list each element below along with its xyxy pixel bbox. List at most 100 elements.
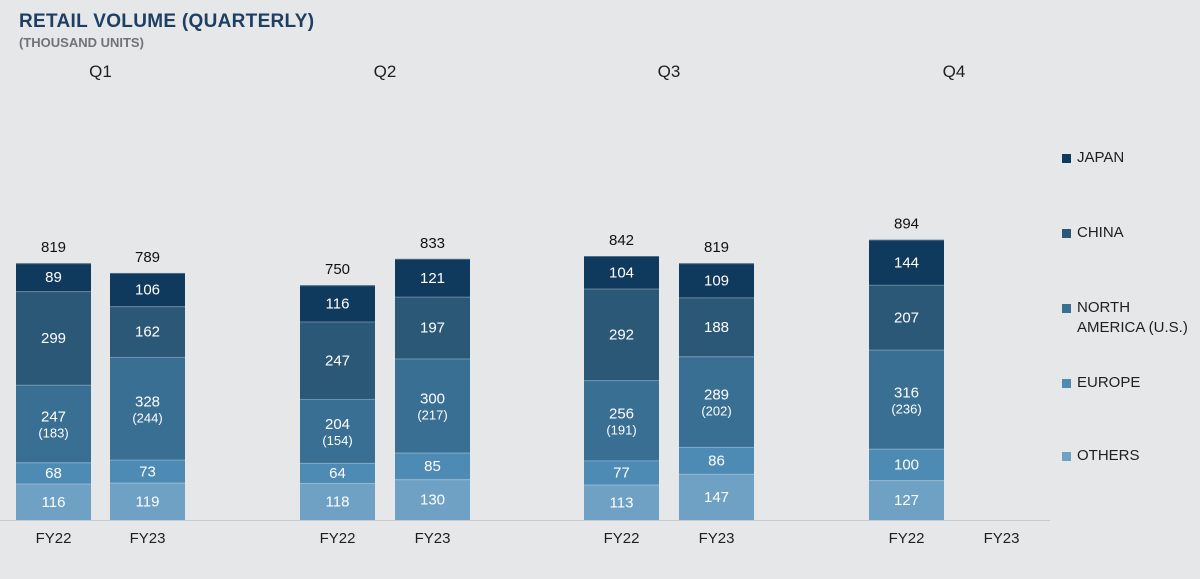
segment-north-america-u-s [584, 380, 659, 461]
segment-others [584, 484, 659, 520]
segment-china [395, 296, 470, 359]
segment-value-europe: 86 [708, 452, 725, 469]
segment-china [679, 297, 754, 357]
segment-value-north-america: 289 [704, 387, 729, 404]
segment-china [110, 306, 185, 357]
segment-value-europe: 64 [329, 465, 346, 482]
segment-value-europe: 100 [894, 457, 919, 474]
bar-q3-fy22: FY22 113 77 256(191) 292 104 842 [584, 232, 659, 547]
legend-item-japan: JAPAN [1062, 149, 1200, 168]
fy-label: FY23 [699, 530, 735, 547]
segment-japan [16, 263, 91, 292]
segment-value-europe: 85 [424, 458, 441, 475]
quarter-label-q3: Q3 [658, 62, 681, 81]
segment-value-china: 188 [704, 319, 729, 336]
fy-label: FY23 [984, 530, 1020, 547]
chart-subtitle: (THOUSAND UNITS) [19, 35, 144, 50]
segment-europe [300, 462, 375, 484]
segment-value-north-america: 204 [325, 416, 350, 433]
bar-q4-fy23: FY23 [984, 530, 1020, 547]
quarter-label-q4: Q4 [943, 62, 966, 81]
segment-europe [110, 459, 185, 483]
segment-value-others: 116 [42, 494, 66, 511]
segment-others [110, 482, 185, 520]
bar-q4-fy22: FY22 127 100 316(236) 207 144 894 [869, 216, 944, 547]
bar-total-label: 833 [420, 235, 445, 252]
legend-label: NORTH AMERICA (U.S.) [1077, 299, 1188, 336]
legend-swatch [1062, 154, 1071, 163]
segment-value-us: (183) [38, 426, 68, 441]
segment-value-north-america: 300 [420, 391, 445, 408]
segment-europe [584, 460, 659, 485]
bar-total-label: 819 [41, 239, 66, 256]
segment-north-america-u-s [395, 358, 470, 453]
bar-q3-fy23: FY23 147 86 289(202) 188 109 819 [679, 239, 754, 547]
segment-others [395, 479, 470, 520]
segment-value-china: 207 [894, 309, 919, 326]
segment-china [584, 288, 659, 381]
segment-china [16, 291, 91, 385]
fy-label: FY22 [889, 530, 925, 547]
segment-value-others: 127 [894, 492, 919, 509]
segment-value-china: 292 [609, 326, 634, 343]
segment-china [300, 321, 375, 399]
segment-japan [679, 263, 754, 298]
segment-value-others: 130 [420, 492, 445, 509]
segment-value-japan: 116 [326, 295, 350, 312]
segment-value-us: (191) [606, 422, 636, 437]
segment-value-others: 147 [704, 489, 729, 506]
segment-value-japan: 121 [420, 270, 445, 287]
segment-japan [869, 239, 944, 285]
legend-label: EUROPE [1077, 374, 1141, 391]
legend-label: CHINA [1077, 224, 1124, 241]
legend-item-china: CHINA [1062, 224, 1200, 243]
fy-label: FY23 [415, 530, 451, 547]
fy-label: FY22 [604, 530, 640, 547]
segment-value-north-america: 328 [135, 393, 160, 410]
segment-value-others: 113 [610, 494, 634, 511]
legend-item-north-america-u-s: NORTH AMERICA (U.S.) [1062, 299, 1200, 338]
legend-swatch [1062, 452, 1071, 461]
segment-north-america-u-s [300, 398, 375, 463]
segment-value-us: (217) [417, 408, 447, 423]
fy-label: FY22 [36, 530, 72, 547]
segment-japan [110, 272, 185, 307]
segment-north-america-u-s [110, 356, 185, 460]
segment-europe [869, 448, 944, 481]
legend-swatch [1062, 379, 1071, 388]
segment-value-japan: 109 [704, 272, 729, 289]
legend-swatch [1062, 304, 1071, 313]
segment-japan [300, 285, 375, 322]
quarter-label-q1: Q1 [89, 62, 112, 81]
segment-value-china: 247 [325, 352, 350, 369]
segment-north-america-u-s [869, 349, 944, 449]
legend-swatch [1062, 229, 1071, 238]
bar-total-label: 819 [704, 239, 729, 256]
segment-others [16, 483, 91, 520]
segment-value-europe: 73 [139, 463, 156, 480]
legend-item-others: OTHERS [1062, 447, 1200, 466]
segment-value-others: 119 [136, 493, 160, 510]
segment-value-japan: 144 [894, 254, 919, 271]
bar-q2-fy23: FY23 130 85 300(217) 197 121 833 [395, 235, 470, 547]
segment-north-america-u-s [679, 356, 754, 447]
bar-total-label: 842 [609, 232, 634, 249]
legend-item-europe: EUROPE [1062, 374, 1200, 393]
segment-value-us: (244) [132, 410, 162, 425]
legend-label: OTHERS [1077, 447, 1140, 464]
fy-label: FY22 [320, 530, 356, 547]
segment-europe [395, 452, 470, 480]
segment-china [869, 284, 944, 350]
quarter-label-q2: Q2 [374, 62, 397, 81]
segment-europe [679, 446, 754, 474]
segment-value-japan: 89 [45, 269, 62, 286]
bar-total-label: 750 [325, 261, 350, 278]
segment-others [869, 480, 944, 520]
bar-q1-fy22: FY22 116 68 247(183) 299 89 819 [16, 239, 91, 547]
segment-value-others: 118 [326, 494, 350, 511]
segment-value-china: 299 [41, 330, 66, 347]
segment-europe [16, 462, 91, 484]
bar-total-label: 789 [135, 249, 160, 266]
segment-north-america-u-s [16, 384, 91, 463]
legend-label: JAPAN [1077, 149, 1125, 166]
